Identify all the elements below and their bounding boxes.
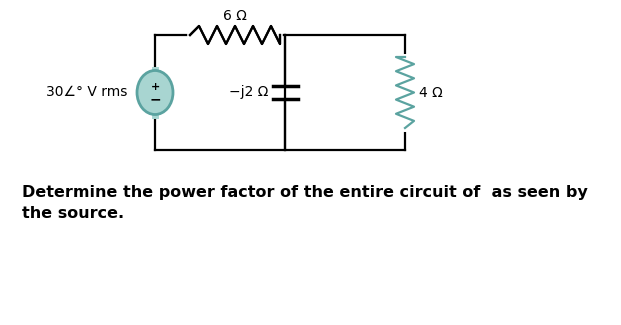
Text: Determine the power factor of the entire circuit of  as seen by
the source.: Determine the power factor of the entire… xyxy=(22,185,587,221)
Text: +: + xyxy=(150,82,160,92)
Text: 6 Ω: 6 Ω xyxy=(223,9,247,23)
Ellipse shape xyxy=(137,71,173,114)
Text: −j2 Ω: −j2 Ω xyxy=(229,85,268,99)
Text: −: − xyxy=(149,92,161,106)
Text: 30∠° V rms: 30∠° V rms xyxy=(45,85,127,99)
Text: 4 Ω: 4 Ω xyxy=(419,85,443,99)
